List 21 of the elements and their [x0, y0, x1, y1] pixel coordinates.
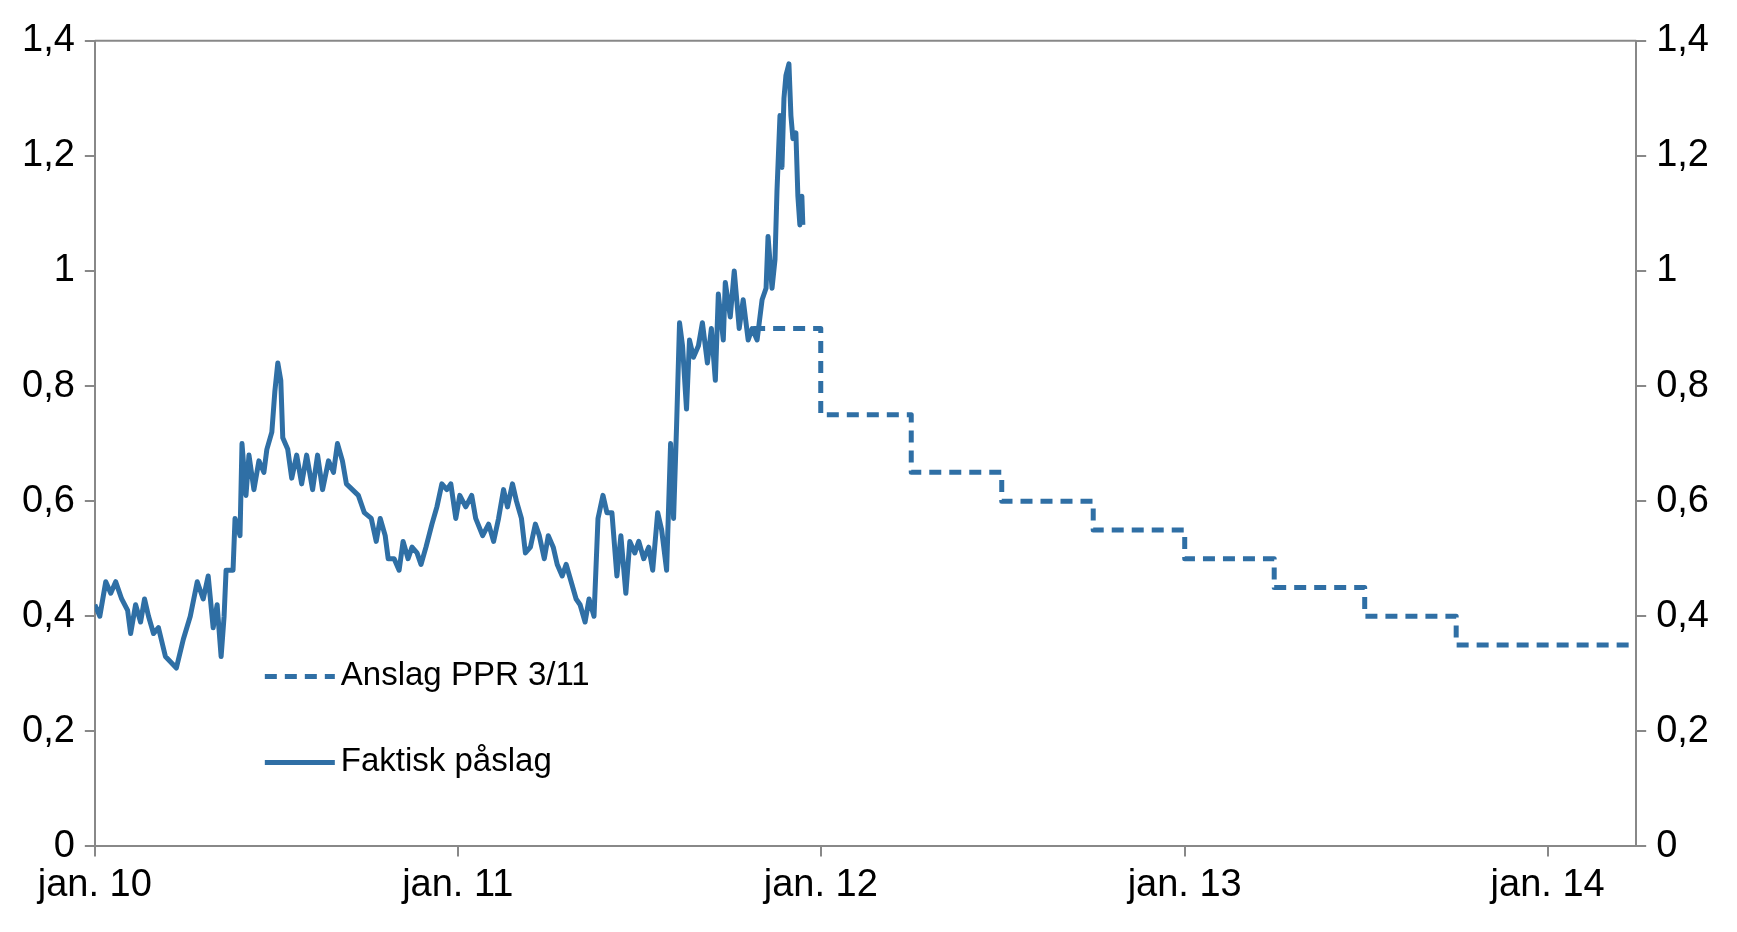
y-tick-label: 1,2 — [22, 132, 75, 175]
y2-tick-label: 1,2 — [1656, 132, 1709, 175]
x-tick-label: jan. 12 — [762, 861, 878, 904]
y-tick-label: 0,8 — [22, 362, 75, 405]
legend-label: Faktisk påslag — [340, 741, 552, 779]
y2-tick-label: 0,2 — [1656, 707, 1709, 750]
y-tick-label: 0,2 — [22, 707, 75, 750]
y-tick-label: 0,6 — [22, 477, 75, 520]
y2-tick-label: 1 — [1656, 247, 1678, 290]
y-tick-label: 1,4 — [22, 17, 75, 60]
y2-tick-label: 0,8 — [1656, 362, 1709, 405]
x-tick-label: jan. 11 — [401, 861, 514, 904]
y2-tick-label: 1,4 — [1656, 17, 1709, 60]
y-tick-label: 0,4 — [22, 592, 75, 635]
y2-tick-label: 0,6 — [1656, 477, 1709, 520]
y2-tick-label: 0 — [1656, 822, 1678, 865]
y2-tick-label: 0,4 — [1656, 592, 1709, 635]
x-tick-label: jan. 14 — [1489, 861, 1605, 904]
legend-label: Anslag PPR 3/11 — [340, 655, 590, 693]
x-tick-label: jan. 13 — [1126, 861, 1242, 904]
y-tick-label: 1 — [53, 247, 75, 290]
